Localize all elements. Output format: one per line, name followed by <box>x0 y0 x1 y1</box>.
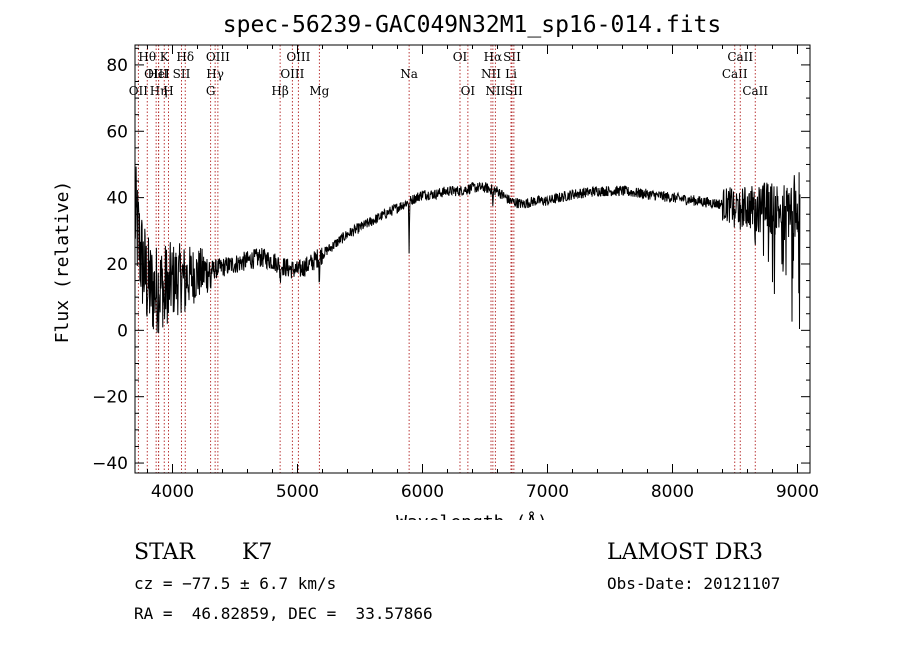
spectral-line-label: Hθ <box>138 50 156 64</box>
spectrum-series <box>134 166 801 333</box>
spectral-line-label: NII <box>481 67 501 81</box>
spectral-line-label: HeI <box>147 67 170 81</box>
observation-date: Obs-Date: 20121107 <box>607 574 781 593</box>
spectral-line-label: OIII <box>206 50 230 64</box>
spectral-line-label: Mg <box>309 84 329 98</box>
coordinates: RA = 46.82859, DEC = 33.57866 <box>134 604 433 623</box>
spectral-line-label: CaII <box>722 67 748 81</box>
object-subclass: K7 <box>242 540 273 565</box>
spectral-line-label: K <box>160 50 170 64</box>
spectral-line-label: SII <box>503 50 521 64</box>
y-tick-label: 0 <box>117 321 128 341</box>
y-tick-label: −40 <box>92 454 128 474</box>
spectral-line-label: Hγ <box>206 67 224 81</box>
spectral-line-label: H <box>163 84 173 98</box>
x-tick-label: 4000 <box>151 482 194 502</box>
spectral-line-label: OI <box>453 50 468 64</box>
axes: 4000 5000 6000 7000 8000 9000 −40 −20 0 20 40 60 80 <box>92 44 819 502</box>
object-class: STAR <box>134 540 195 565</box>
x-tick-label: 7000 <box>526 482 569 502</box>
x-axis-label: Wavelength (Å) <box>396 511 548 520</box>
spectral-line-label: OIII <box>280 67 304 81</box>
y-axis-label: Flux (relative) <box>52 181 73 344</box>
chart-title: spec-56239-GAC049N32M1_sp16-014.fits <box>223 12 722 38</box>
spectral-line-label: OIII <box>144 67 168 81</box>
spectral-line-label: OI <box>461 84 476 98</box>
y-tick-label: 40 <box>106 189 128 209</box>
spectral-line-label: Hδ <box>176 50 194 64</box>
redshift-velocity: cz = −77.5 ± 6.7 km/s <box>134 574 337 593</box>
spectral-line-label: OII <box>129 84 149 98</box>
spectral-line-label: SII <box>173 67 191 81</box>
x-tick-label: 6000 <box>401 482 444 502</box>
spectral-line-label: CaII <box>742 84 768 98</box>
spectral-line-label: SII <box>505 84 523 98</box>
spectral-line-label: OIII <box>286 50 310 64</box>
x-tick-label: 5000 <box>276 482 319 502</box>
spectral-line-label: NII <box>485 84 505 98</box>
spectrum-line <box>134 166 801 333</box>
x-tick-label: 9000 <box>776 482 819 502</box>
y-tick-label: −20 <box>92 388 128 408</box>
spectral-line-label: CaII <box>727 50 753 64</box>
y-tick-label: 60 <box>106 122 128 142</box>
x-tick-label: 8000 <box>651 482 694 502</box>
spectral-line-label: Na <box>400 67 418 81</box>
spectrum-chart: spec-56239-GAC049N32M1_sp16-014.fits OII… <box>52 12 819 520</box>
spectral-line-label: Hα <box>484 50 503 64</box>
y-tick-label: 80 <box>106 56 128 76</box>
survey-name: LAMOST DR3 <box>607 540 763 565</box>
spectral-line-label: Li <box>505 67 517 81</box>
spectral-line-label: G <box>206 84 216 98</box>
y-tick-label: 20 <box>106 255 128 275</box>
spectral-line-markers: OIIHθOIIIHηHeIKHSIIHδGHγOIIIHβOIIIOIIIMg… <box>129 45 768 473</box>
spectral-line-label: Hβ <box>271 84 288 98</box>
